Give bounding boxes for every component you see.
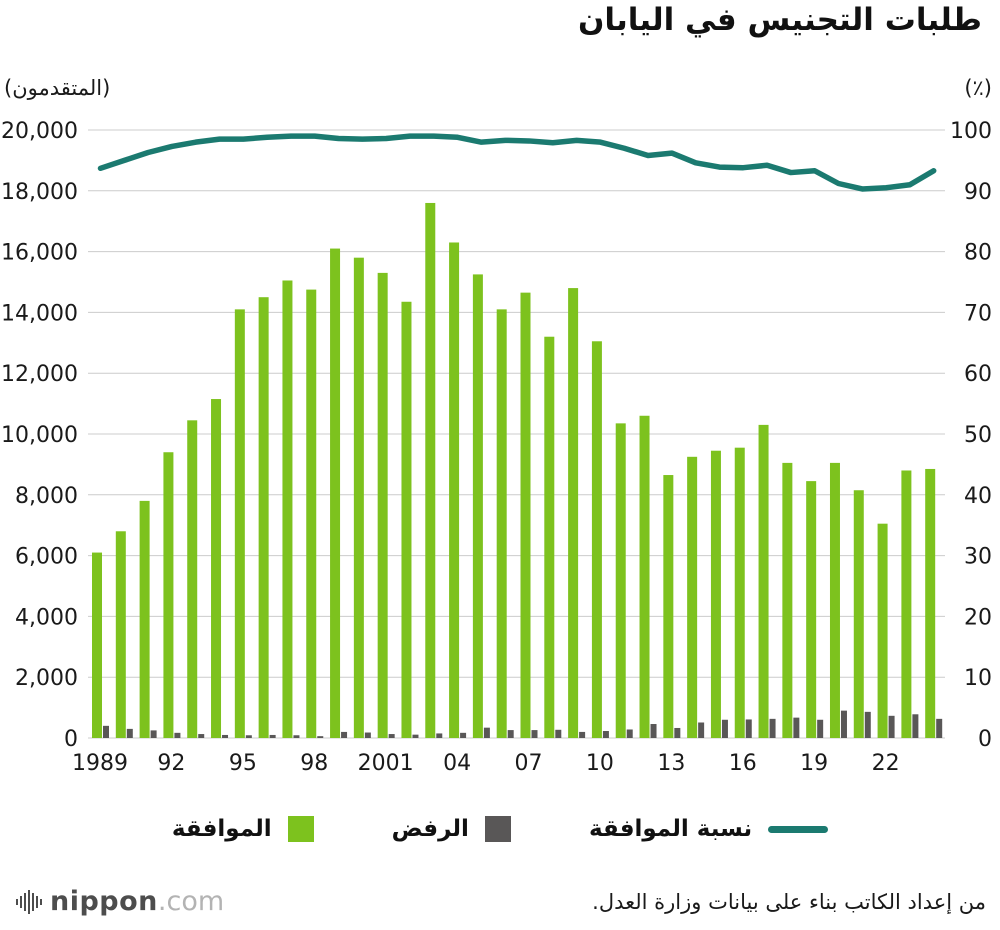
- page-title: طلبات التجنيس في اليابان: [577, 2, 982, 38]
- legend-item-approvals: الموافقة: [172, 816, 314, 842]
- svg-text:13: 13: [657, 751, 685, 776]
- svg-text:04: 04: [443, 751, 471, 776]
- svg-text:2,000: 2,000: [15, 666, 78, 691]
- svg-text:20: 20: [964, 605, 992, 630]
- svg-text:4,000: 4,000: [15, 605, 78, 630]
- svg-text:18,000: 18,000: [1, 180, 78, 205]
- source-note: من إعداد الكاتب بناء على بيانات وزارة ال…: [592, 890, 986, 914]
- legend-item-rejections: الرفض: [392, 816, 511, 842]
- svg-text:2001: 2001: [358, 751, 414, 776]
- right-axis-caption: (٪): [964, 76, 992, 100]
- svg-text:40: 40: [964, 484, 992, 509]
- svg-text:80: 80: [964, 241, 992, 266]
- logo-text-suffix: .com: [157, 886, 225, 917]
- svg-text:95: 95: [229, 751, 257, 776]
- svg-text:100: 100: [950, 119, 992, 144]
- legend-label-approvals: الموافقة: [171, 816, 272, 842]
- svg-text:6,000: 6,000: [15, 545, 78, 570]
- svg-text:07: 07: [515, 751, 543, 776]
- svg-text:60: 60: [964, 362, 992, 387]
- svg-text:98: 98: [300, 751, 328, 776]
- nippon-logo: nippon.com: [16, 886, 224, 917]
- svg-text:30: 30: [964, 545, 992, 570]
- legend-label-approval-rate: نسبة الموافقة: [588, 816, 753, 842]
- approval-rate-swatch-icon: [768, 825, 829, 833]
- svg-text:8,000: 8,000: [15, 484, 78, 509]
- legend-item-approval-rate: نسبة الموافقة: [588, 816, 829, 842]
- nippon-logo-waveform-icon: [16, 889, 42, 914]
- approvals-swatch-icon: [287, 816, 314, 842]
- svg-text:0: 0: [64, 727, 78, 752]
- left-axis-caption: (المتقدمون): [4, 76, 111, 100]
- legend: الموافقة الرفض نسبة الموافقة: [0, 808, 1000, 850]
- svg-text:10: 10: [964, 666, 992, 691]
- svg-text:10,000: 10,000: [1, 423, 78, 448]
- svg-text:22: 22: [872, 751, 900, 776]
- svg-text:1989: 1989: [72, 751, 128, 776]
- svg-text:90: 90: [964, 180, 992, 205]
- svg-text:0: 0: [978, 727, 992, 752]
- svg-text:20,000: 20,000: [1, 119, 78, 144]
- svg-text:92: 92: [157, 751, 185, 776]
- svg-text:16,000: 16,000: [1, 241, 78, 266]
- svg-text:14,000: 14,000: [1, 301, 78, 326]
- svg-text:16: 16: [729, 751, 757, 776]
- svg-text:19: 19: [800, 751, 828, 776]
- svg-text:50: 50: [964, 423, 992, 448]
- svg-text:12,000: 12,000: [1, 362, 78, 387]
- legend-label-rejections: الرفض: [391, 816, 469, 842]
- svg-text:10: 10: [586, 751, 614, 776]
- svg-text:70: 70: [964, 301, 992, 326]
- rejections-swatch-icon: [484, 816, 511, 842]
- logo-text-main: nippon: [50, 886, 158, 917]
- chart-canvas: 0 2,000 4,000 6,000 8,000 10,000 12,000 14,000 1…: [1, 119, 992, 776]
